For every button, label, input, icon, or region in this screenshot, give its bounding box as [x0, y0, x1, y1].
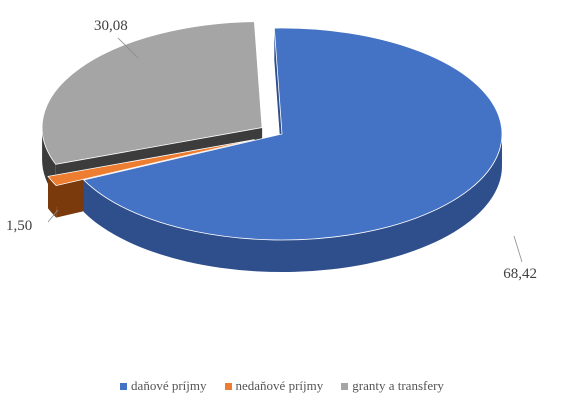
legend: daňové príjmy nedaňové príjmy granty a t… [0, 378, 564, 394]
slice-side-nedanove-prijmy [48, 176, 57, 218]
legend-item-danove-prijmy: daňové príjmy [120, 378, 207, 394]
data-label-nedanove-prijmy: 1,50 [6, 218, 32, 234]
slice-granty-a-transfery [41, 21, 263, 165]
leader-line [513, 235, 523, 263]
data-label-danove-prijmy: 68,42 [503, 266, 537, 282]
slice-danove-prijmy [82, 27, 503, 241]
legend-label: nedaňové príjmy [235, 378, 324, 393]
slice-wall-danove-prijmy [274, 28, 282, 166]
slice-nedanove-prijmy [47, 139, 255, 187]
slice-side-danove-prijmy [83, 134, 503, 273]
legend-swatch-icon [120, 382, 128, 390]
legend-item-nedanove-prijmy: nedaňové príjmy [224, 378, 324, 394]
legend-label: granty a transfery [352, 378, 444, 393]
legend-swatch-icon [224, 382, 232, 390]
data-label-granty-a-transfery: 30,08 [94, 18, 128, 34]
leader-line [117, 37, 139, 59]
pie-chart: 68,42 1,50 30,08 [6, 18, 537, 282]
legend-item-granty-a-transfery: granty a transfery [341, 378, 444, 394]
leader-line [47, 209, 59, 223]
legend-swatch-icon [341, 382, 349, 390]
legend-label: daňové príjmy [131, 378, 207, 393]
